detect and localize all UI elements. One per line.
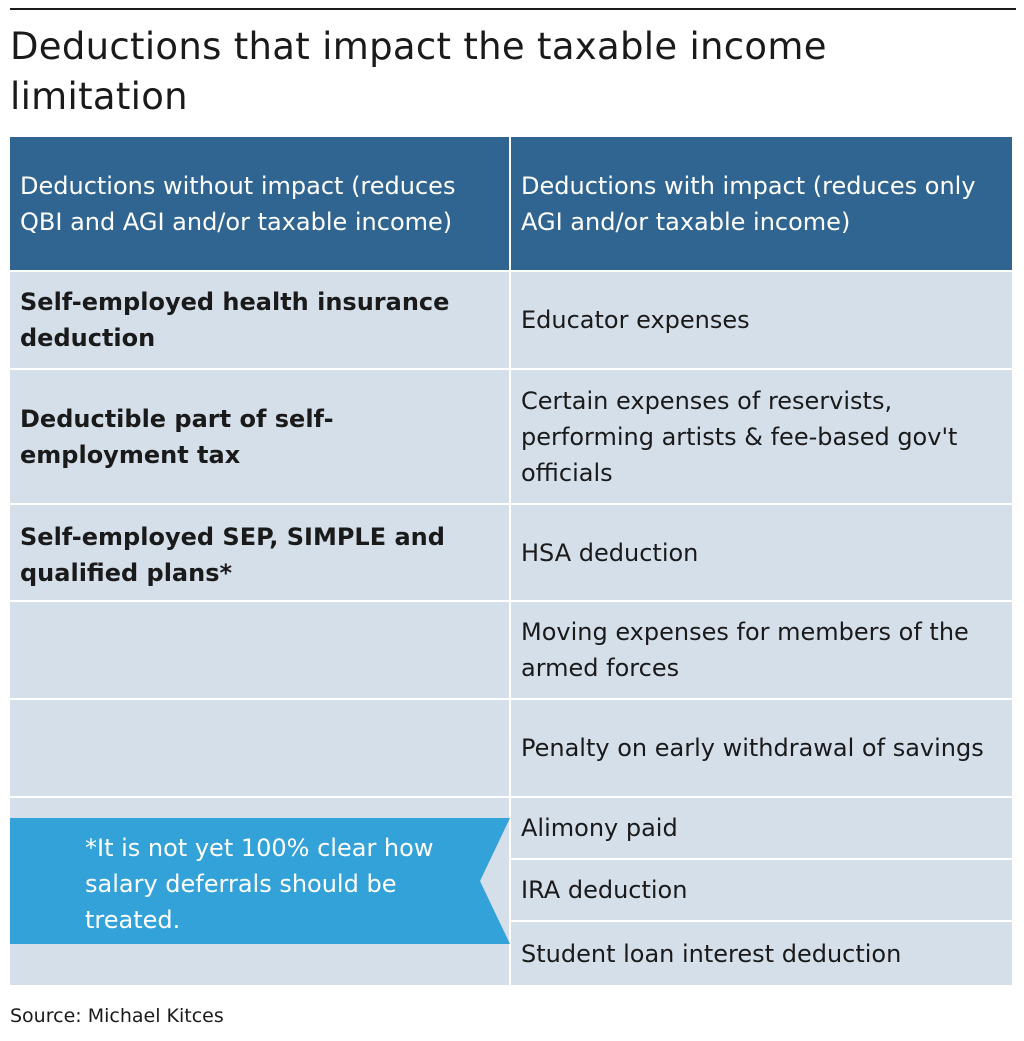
table-header-with-impact: Deductions with impact (reduces only AGI… <box>511 137 1012 270</box>
table-cell: Deductible part of self-employment tax <box>10 370 509 503</box>
cell-text: Student loan interest deduction <box>521 939 902 968</box>
cell-text: Educator expenses <box>521 306 750 334</box>
table-cell: Penalty on early withdrawal of savings <box>511 700 1012 796</box>
top-rule <box>10 8 1016 10</box>
table-cell <box>10 602 509 698</box>
cell-text: Penalty on early withdrawal of savings <box>521 734 984 762</box>
table-cell: Alimony paid <box>511 798 1012 858</box>
table-cell: Self-employed health insurance deduction <box>10 272 509 368</box>
cell-text: Alimony paid <box>521 814 678 842</box>
table-header-without-impact: Deductions without impact (reduces QBI a… <box>10 137 509 270</box>
source-credit: Source: Michael Kitces <box>10 1005 224 1027</box>
table-cell <box>10 700 509 796</box>
cell-text: Deductible part of self-employment tax <box>20 404 334 469</box>
footnote-callout: *It is not yet 100% clear how salary def… <box>10 818 510 944</box>
cell-text: IRA deduction <box>521 876 688 904</box>
deductions-table: Deductions without impact (reduces QBI a… <box>10 137 1012 985</box>
cell-text: Moving expenses for members of the armed… <box>521 618 969 682</box>
table-cell: Student loan interest deduction <box>511 922 1012 985</box>
page-title: Deductions that impact the taxable incom… <box>10 25 827 118</box>
table-cell: Educator expenses <box>511 272 1012 368</box>
cell-text: HSA deduction <box>521 538 699 567</box>
header-label: Deductions without impact (reduces QBI a… <box>20 171 456 236</box>
table-cell: Certain expenses of reservists, performi… <box>511 370 1012 503</box>
table-cell: HSA deduction <box>511 505 1012 600</box>
cell-text: Self-employed health insurance deduction <box>20 288 450 352</box>
cell-text: Certain expenses of reservists, performi… <box>521 386 958 487</box>
footnote-text: *It is not yet 100% clear how salary def… <box>85 834 434 934</box>
table-cell: Self-employed SEP, SIMPLE and qualified … <box>10 505 509 600</box>
header-label: Deductions with impact (reduces only AGI… <box>521 171 976 236</box>
table-cell: Moving expenses for members of the armed… <box>511 602 1012 698</box>
cell-text: Self-employed SEP, SIMPLE and qualified … <box>20 523 445 587</box>
table-cell: IRA deduction <box>511 860 1012 920</box>
